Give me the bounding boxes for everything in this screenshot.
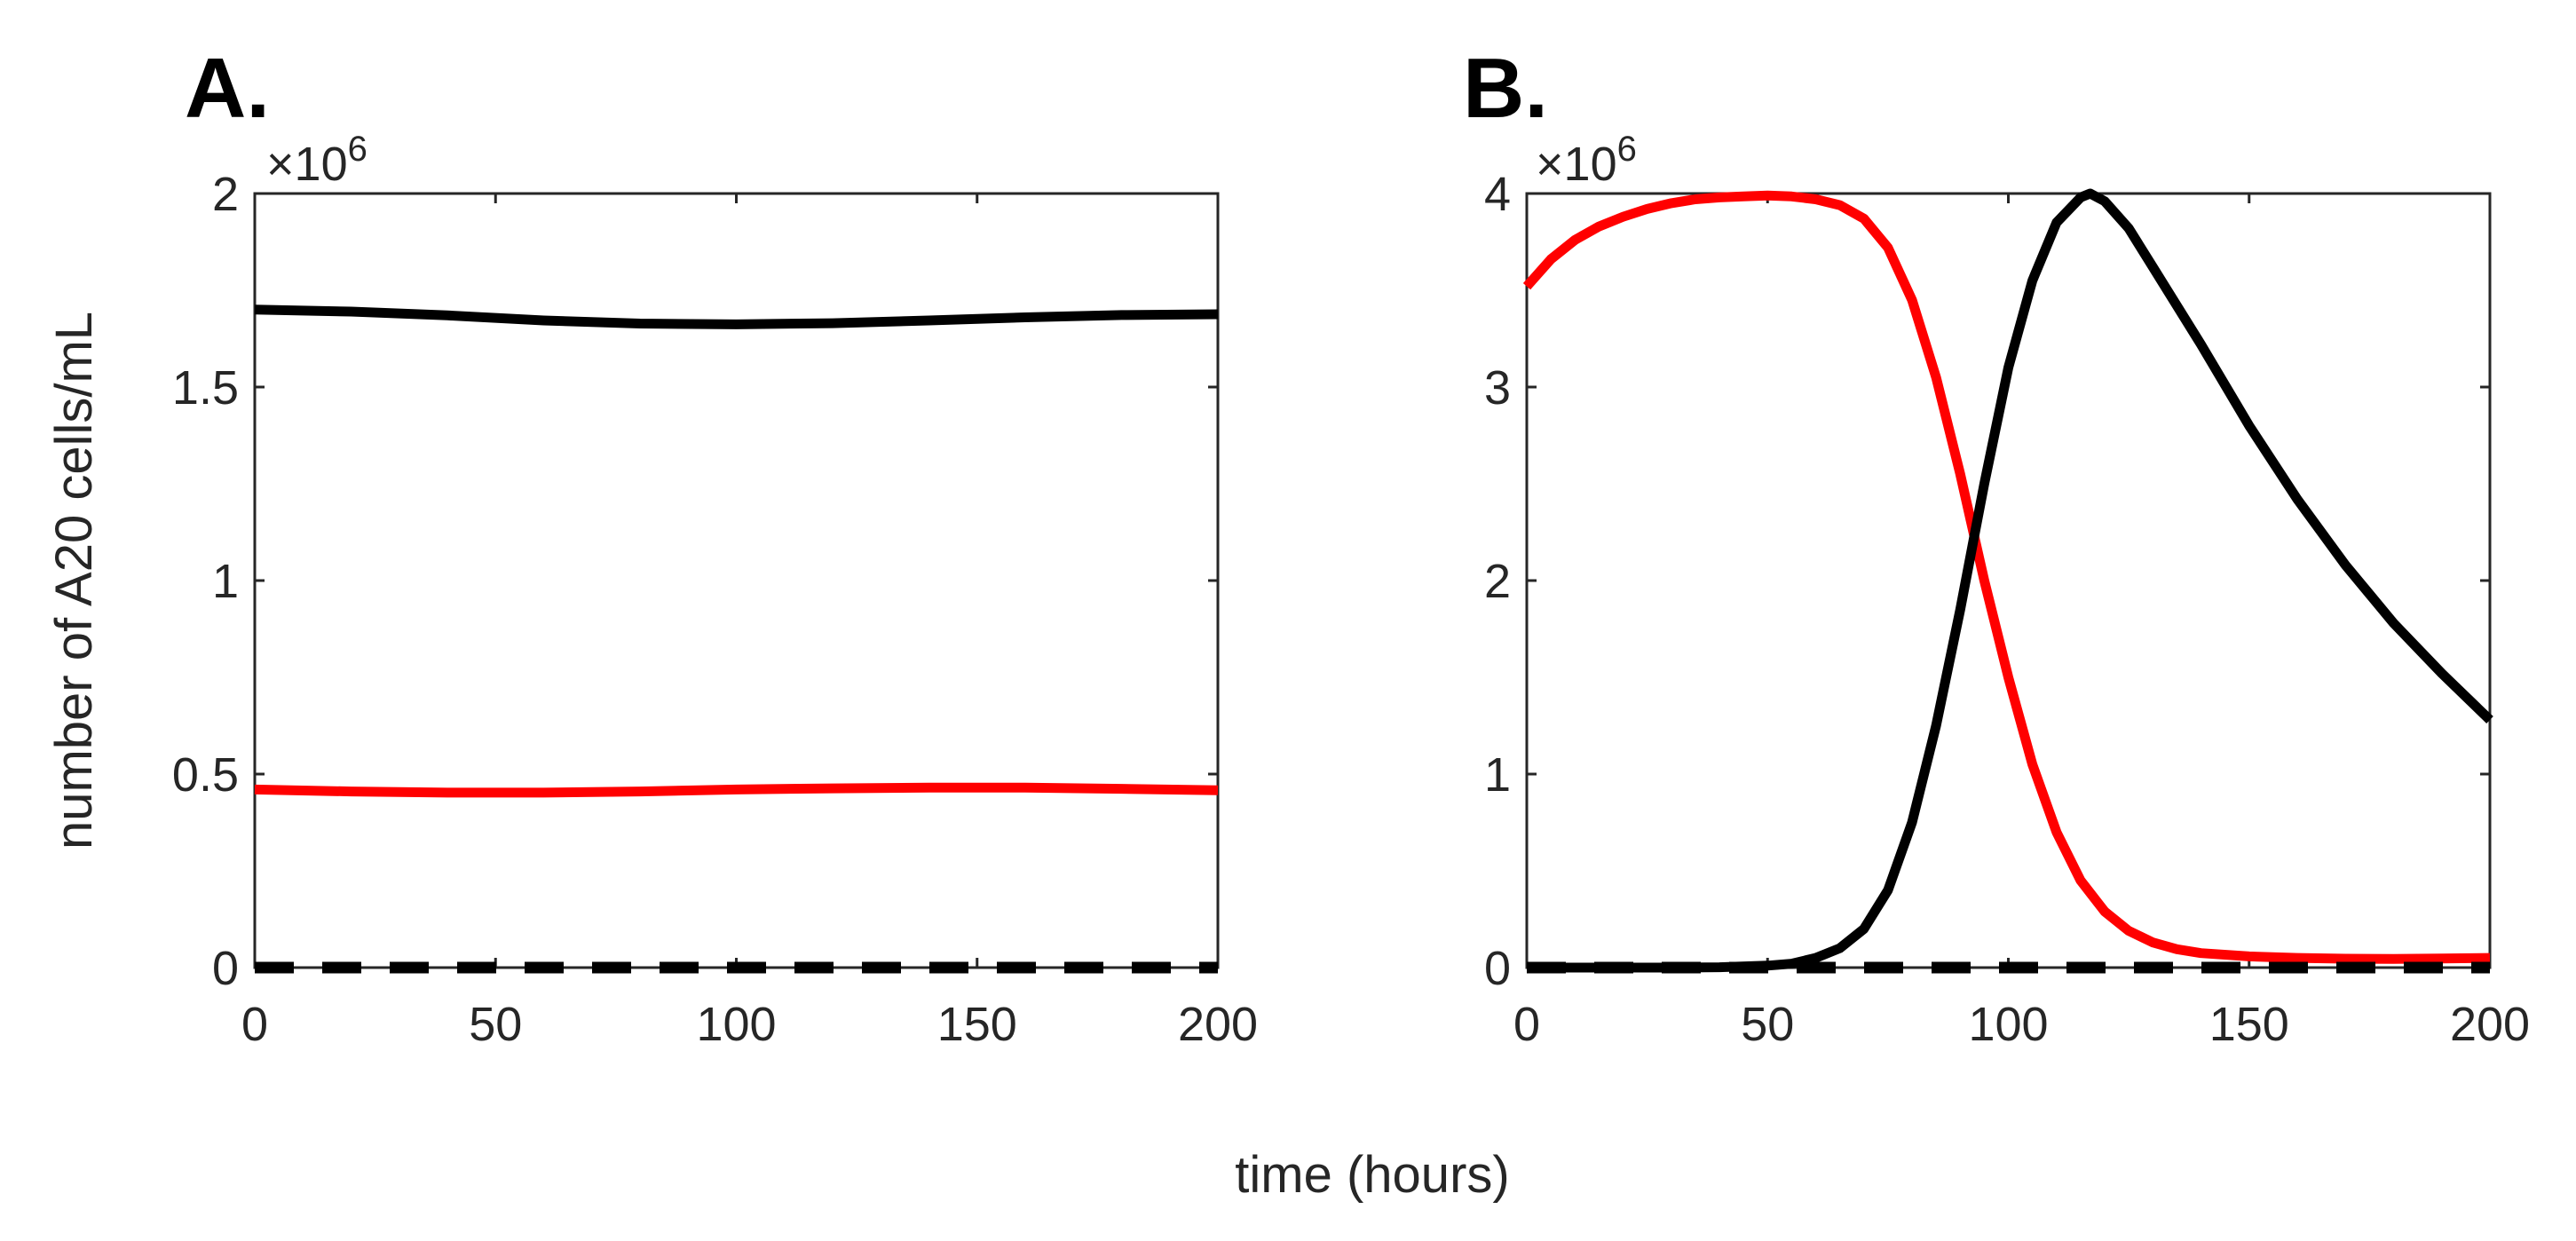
panel-b-series-red-line (1522, 190, 2491, 964)
panel-a-ytick-label: 2 (212, 168, 239, 221)
panel-b-xtick-label: 200 (2450, 998, 2530, 1051)
panel-b-series (1522, 188, 2493, 974)
panel-a-exponent-power: 6 (348, 130, 367, 169)
panel-b-xtick-label: 50 (1741, 998, 1794, 1051)
panel-a-xtick-label: 200 (1178, 998, 1258, 1051)
panel-a-ticks: 0 50 100 150 200 0 0.5 1 1.5 2 (172, 168, 1258, 1051)
panel-a-ytick-label: 1 (212, 555, 239, 608)
panel-b-xtick-label: 150 (2209, 998, 2289, 1051)
y-axis-label: number of A20 cells/mL (45, 312, 103, 850)
panel-a-label: A. (185, 41, 270, 136)
panel-b-exponent-base: ×10 (1536, 138, 1617, 191)
panel-b-xtick-label: 0 (1513, 998, 1540, 1051)
panel-b-ytick-label: 1 (1484, 748, 1511, 802)
panel-b-exponent-power: 6 (1617, 130, 1637, 169)
panel-b-exponent: ×106 (1536, 130, 1637, 191)
panel-b-ytick-label: 0 (1484, 942, 1511, 995)
panel-b-ytick-label: 4 (1484, 168, 1511, 221)
panel-a-ytick-label: 0 (212, 942, 239, 995)
panel-a-series-black-line (254, 304, 1219, 329)
panel-a: 0 50 100 150 200 0 0.5 1 1.5 2 A. ×106 (172, 41, 1258, 1051)
panel-b-axes-box (1525, 192, 2492, 969)
panel-a-ytick-label: 1.5 (172, 361, 239, 415)
panel-a-series-red-line (254, 782, 1219, 798)
panel-a-exponent: ×106 (266, 130, 367, 191)
panel-a-ytick-label: 0.5 (172, 748, 239, 802)
panel-a-xtick-label: 50 (469, 998, 522, 1051)
x-axis-label: time (hours) (1235, 1146, 1509, 1204)
panel-a-series (254, 304, 1219, 974)
panel-b-xtick-label: 100 (1968, 998, 2048, 1051)
panel-b-ticks: 0 50 100 150 200 0 1 2 3 4 (1484, 168, 2530, 1051)
panel-b-ytick-label: 3 (1484, 361, 1511, 415)
panel-a-xtick-label: 150 (937, 998, 1017, 1051)
panel-b-series-black-line (1527, 188, 2493, 973)
panel-a-exponent-base: ×10 (266, 138, 348, 191)
panel-b-label: B. (1463, 41, 1548, 136)
panel-b: 0 50 100 150 200 0 1 2 3 4 B. ×106 (1463, 41, 2530, 1051)
panel-b-ytick-label: 2 (1484, 555, 1511, 608)
panel-a-xtick-label: 0 (241, 998, 268, 1051)
panel-a-xtick-label: 100 (696, 998, 776, 1051)
